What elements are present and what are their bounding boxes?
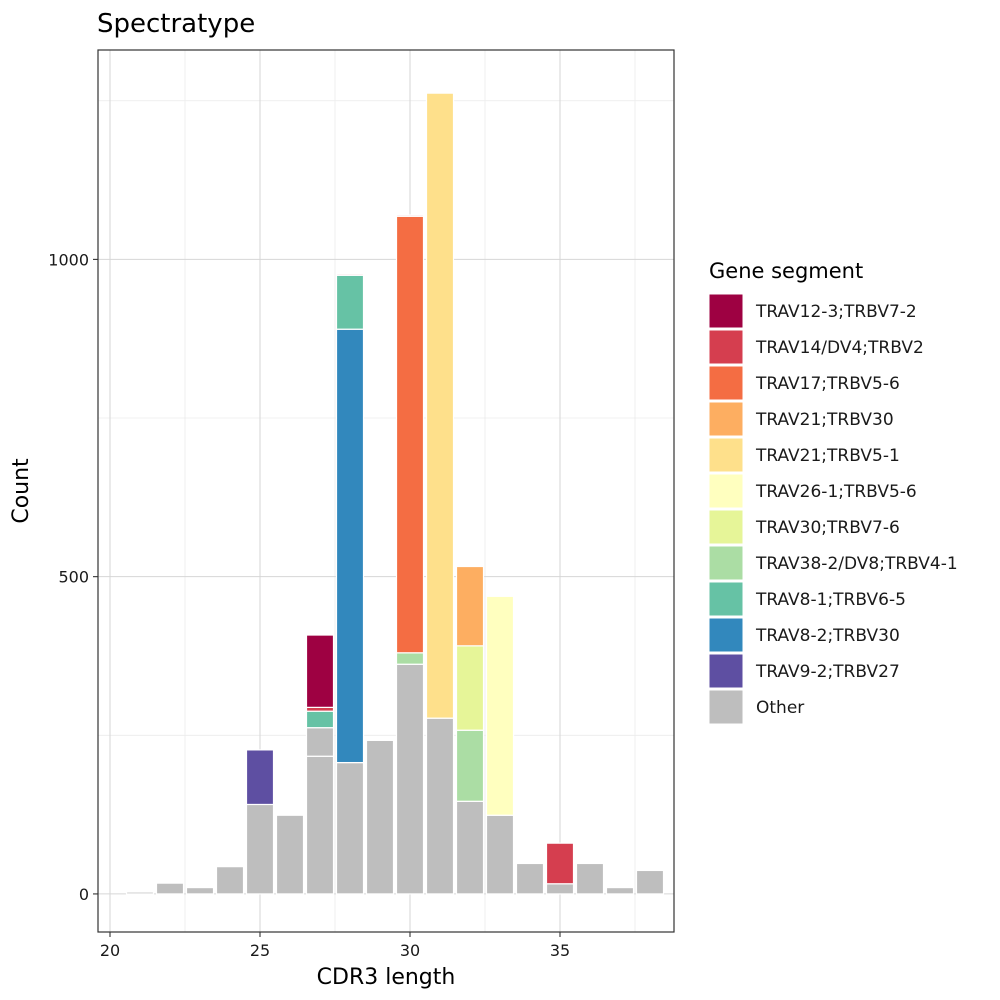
- legend-swatch: [708, 581, 744, 617]
- bar-segment-trav8-1-trbv6-5-28: [335, 274, 365, 330]
- legend-swatch: [708, 509, 744, 545]
- legend: Gene segment TRAV12-3;TRBV7-2 TRAV14/DV4;…: [708, 259, 958, 725]
- bar-segment-other-31: [425, 717, 455, 895]
- legend-item-other: Other: [708, 689, 804, 725]
- legend-label: TRAV8-1;TRBV6-5: [755, 590, 906, 610]
- legend-item-trav17-trbv5-6: TRAV17;TRBV5-6: [708, 365, 900, 401]
- legend-swatch: [708, 473, 744, 509]
- chart-title: Spectratype: [97, 9, 255, 39]
- legend-swatch: [708, 653, 744, 689]
- legend-label: TRAV21;TRBV30: [755, 410, 894, 430]
- y-axis: 0 500 1000: [48, 250, 98, 904]
- legend-label: TRAV12-3;TRBV7-2: [755, 302, 917, 322]
- bar-segment-other-27: [305, 727, 335, 757]
- legend-item-trav8-1-trbv6-5: TRAV8-1;TRBV6-5: [708, 581, 906, 617]
- bar-segment-trav38-2-dv8-trbv4-1-30: [395, 652, 425, 665]
- x-tick-label-25: 25: [250, 941, 270, 960]
- legend-label: TRAV38-2/DV8;TRBV4-1: [755, 554, 958, 574]
- legend-swatch: [708, 689, 744, 725]
- legend-item-trav21-trbv30: TRAV21;TRBV30: [708, 401, 894, 437]
- bar-segment-trav26-1-trbv5-6-33: [485, 595, 515, 816]
- legend-item-trav38-2-dv8-trbv4-1: TRAV38-2/DV8;TRBV4-1: [708, 545, 958, 581]
- bar-segment-trav12-3-trbv7-2-27: [305, 634, 335, 708]
- plot-area: [97, 49, 675, 933]
- bars: [125, 92, 665, 895]
- legend-label: TRAV21;TRBV5-1: [755, 446, 900, 466]
- bar-segment-trav14-dv4-trbv2-30: [395, 214, 425, 217]
- legend-label: TRAV26-1;TRBV5-6: [755, 482, 917, 502]
- bar-segment-other-29: [365, 739, 395, 895]
- bar-segment-other-35: [545, 883, 575, 895]
- bar-segment-other-21: [125, 891, 155, 895]
- legend-item-trav12-3-trbv7-2: TRAV12-3;TRBV7-2: [708, 293, 917, 329]
- legend-item-trav9-2-trbv27: TRAV9-2;TRBV27: [708, 653, 900, 689]
- bar-segment-trav30-trbv7-6-32: [455, 645, 485, 731]
- bar-segment-other-38: [635, 869, 665, 895]
- y-tick-label-0: 0: [79, 885, 89, 904]
- legend-item-trav14-dv4-trbv2: TRAV14/DV4;TRBV2: [708, 329, 924, 365]
- bar-segment-other-34: [515, 862, 545, 895]
- bar-segment-other-23: [185, 886, 215, 895]
- bar-segment-other-28: [335, 761, 365, 895]
- legend-label: TRAV14/DV4;TRBV2: [755, 338, 924, 358]
- y-axis-title: Count: [9, 458, 34, 524]
- bar-segment-other-26: [275, 814, 305, 895]
- x-axis-title: CDR3 length: [317, 965, 456, 990]
- legend-swatch: [708, 437, 744, 473]
- legend-swatch: [708, 293, 744, 329]
- bar-segment-trav14-dv4-trbv2-35: [545, 842, 575, 885]
- bar-segment-trav8-2-trbv30-28: [335, 328, 365, 764]
- legend-swatch: [708, 545, 744, 581]
- legend-item-trav21-trbv5-1: TRAV21;TRBV5-1: [708, 437, 900, 473]
- bar-segment-other-30: [395, 663, 425, 895]
- legend-label: Other: [756, 698, 804, 718]
- legend-label: TRAV8-2;TRBV30: [755, 626, 900, 646]
- plot-border: [97, 49, 675, 933]
- bar-segment-other-33: [485, 814, 515, 895]
- bar-segment-other-36: [575, 862, 605, 895]
- bar-segment-trav8-1-trbv6-5-27: [305, 710, 335, 729]
- legend-item-trav30-trbv7-6: TRAV30;TRBV7-6: [708, 509, 900, 545]
- legend-swatch: [708, 365, 744, 401]
- bar-segment-trav21-trbv5-1-31: [425, 92, 455, 719]
- legend-swatch: [708, 329, 744, 365]
- legend-label: TRAV30;TRBV7-6: [755, 518, 900, 538]
- x-axis: 20 25 30 35: [100, 932, 570, 960]
- bar-segment-other-32: [455, 800, 485, 895]
- y-tick-label-500: 500: [58, 568, 89, 587]
- legend-item-trav8-2-trbv30: TRAV8-2;TRBV30: [708, 617, 900, 653]
- legend-swatch: [708, 401, 744, 437]
- legend-label: TRAV17;TRBV5-6: [755, 374, 900, 394]
- y-tick-label-1000: 1000: [48, 250, 89, 269]
- legend-swatch: [708, 617, 744, 653]
- x-tick-label-35: 35: [550, 941, 570, 960]
- bar-segment-trav38-2-dv8-trbv4-1-32: [455, 729, 485, 802]
- bar-segment-other-22: [155, 882, 185, 895]
- bar-segment-trav21-trbv30-32: [455, 565, 485, 647]
- bar-segment-trav17-trbv5-6-30: [395, 215, 425, 654]
- x-tick-label-20: 20: [100, 941, 120, 960]
- bar-segment-other-25: [245, 803, 275, 895]
- bar-segment-other-37: [605, 886, 635, 895]
- bar-segment-other-27: [305, 755, 335, 895]
- bar-segment-trav9-2-trbv27-25: [245, 749, 275, 806]
- bar-segment-other-24: [215, 866, 245, 895]
- legend-title: Gene segment: [709, 259, 863, 283]
- bar-segment-trav14-dv4-trbv2-28: [335, 273, 365, 276]
- legend-item-trav26-1-trbv5-6: TRAV26-1;TRBV5-6: [708, 473, 917, 509]
- legend-label: TRAV9-2;TRBV27: [755, 662, 900, 682]
- legend-items: TRAV12-3;TRBV7-2 TRAV14/DV4;TRBV2 TRAV17;T…: [708, 293, 958, 725]
- x-tick-label-30: 30: [400, 941, 420, 960]
